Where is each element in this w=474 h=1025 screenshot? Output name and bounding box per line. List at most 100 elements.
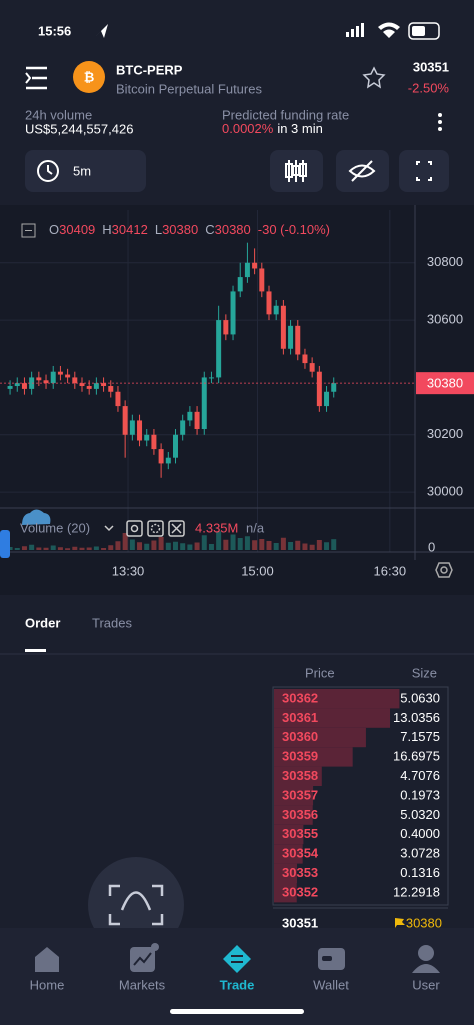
volume-bar [115, 541, 121, 550]
price-change: -2.50% [408, 80, 450, 95]
volume-bar [158, 537, 164, 550]
nav-label: User [412, 977, 440, 992]
chart-settings[interactable] [435, 562, 453, 578]
ohlc-letter: C [205, 222, 214, 237]
y-tick-label: 30000 [427, 484, 463, 499]
ask-price: 30358 [282, 768, 318, 783]
nav-markets[interactable]: Markets [119, 943, 166, 992]
nav-label: Home [30, 977, 65, 992]
collapse-icon[interactable] [21, 223, 36, 238]
candle-body [223, 320, 229, 335]
ask-size: 5.0630 [400, 690, 440, 705]
volume-bar [57, 547, 63, 550]
ohlc-value: 30412 [112, 222, 148, 237]
depth-bar [274, 883, 297, 903]
ask-size: 13.0356 [393, 710, 440, 725]
volume-bar [14, 548, 20, 550]
menu-button[interactable] [25, 66, 47, 90]
chart-area [0, 205, 474, 595]
candle-body [194, 411, 200, 430]
size-header: Size [412, 665, 437, 680]
candle-body [237, 277, 243, 292]
orderbook-frame [272, 686, 449, 906]
volume-bar [266, 541, 272, 550]
volume-bar [101, 548, 107, 550]
interval-button[interactable]: 5m [25, 150, 146, 192]
nav-wallet[interactable]: Wallet [313, 948, 349, 992]
candle-body [65, 374, 71, 378]
candle-body [79, 383, 85, 387]
candle-body [187, 411, 193, 421]
volume-dropdown[interactable] [104, 525, 114, 532]
ask-size: 7.1575 [400, 729, 440, 744]
depth-bar [274, 863, 297, 883]
nav-trade[interactable]: Trade [220, 945, 255, 992]
candle-body [7, 386, 13, 389]
candle-body [331, 383, 337, 392]
volume-na: n/a [246, 520, 265, 535]
candle-body [21, 383, 27, 389]
ask-price: 30357 [282, 787, 318, 802]
side-handle[interactable] [0, 530, 10, 558]
volume-bar [86, 547, 92, 550]
fullscreen-button[interactable] [399, 150, 449, 192]
tab-trades[interactable]: Trades [92, 615, 132, 630]
candle-body [144, 434, 150, 441]
volume-bar [108, 545, 114, 550]
volume-bar [331, 539, 337, 550]
volume-value: US$5,244,557,426 [25, 121, 133, 136]
depth-bar [274, 708, 391, 728]
depth-bar [274, 689, 400, 709]
candle-body [252, 262, 258, 269]
btc-logo [73, 61, 105, 93]
nav-label: Trade [220, 977, 255, 992]
hide-button[interactable] [336, 150, 389, 192]
candle-body [208, 377, 214, 379]
favorite-button[interactable] [362, 66, 386, 89]
nav-label: Markets [119, 977, 166, 992]
candle-body [324, 391, 330, 407]
candle-body [244, 262, 250, 278]
ask-size: 12.2918 [393, 884, 440, 899]
ohlc-letter: O [49, 222, 59, 237]
volume-bar [93, 546, 99, 550]
candle-body [115, 391, 121, 407]
volume-bar [237, 538, 243, 550]
candle-body [86, 386, 92, 389]
depth-bar [274, 747, 353, 767]
volume-bar [122, 533, 128, 550]
candle-body [316, 371, 322, 407]
ask-price: 30353 [282, 865, 318, 880]
depth-bar [274, 824, 304, 845]
more-button[interactable] [438, 113, 442, 131]
volume-readout: 4.335M [195, 520, 238, 535]
ohlc-value: 30380 [162, 222, 198, 237]
settings-dot [440, 566, 448, 574]
ohlc-readout: O30409 H30412 L30380 C30380 -30 (-0.10%) [49, 222, 330, 237]
tab-order[interactable]: Order [25, 615, 60, 630]
ohlc-letter: H [102, 222, 111, 237]
ask-price: 30360 [282, 729, 318, 744]
funding-label: Predicted funding rate [222, 107, 349, 122]
nav-user[interactable]: User [412, 945, 440, 992]
volume-bar [151, 540, 157, 550]
volume-bar [29, 544, 35, 550]
funding-value: 0.0002% in 3 min [222, 121, 323, 136]
volume-bar [129, 539, 135, 550]
candle-body [302, 354, 308, 364]
candle-body [151, 434, 157, 450]
candle-body [29, 377, 35, 389]
indicator-button[interactable] [270, 150, 323, 192]
ask-price: 30359 [282, 749, 318, 764]
volume-bar [137, 542, 143, 550]
volume-bar [165, 542, 171, 550]
candle-body [72, 377, 78, 384]
ask-price: 30361 [282, 710, 318, 725]
volume-controls[interactable] [126, 520, 185, 537]
volume-bar [201, 535, 207, 550]
nav-home[interactable]: Home [30, 947, 65, 992]
volume-bar [36, 547, 42, 550]
volume-bar [280, 537, 286, 550]
volume-bar [302, 543, 308, 550]
face-id-icon [108, 884, 164, 926]
